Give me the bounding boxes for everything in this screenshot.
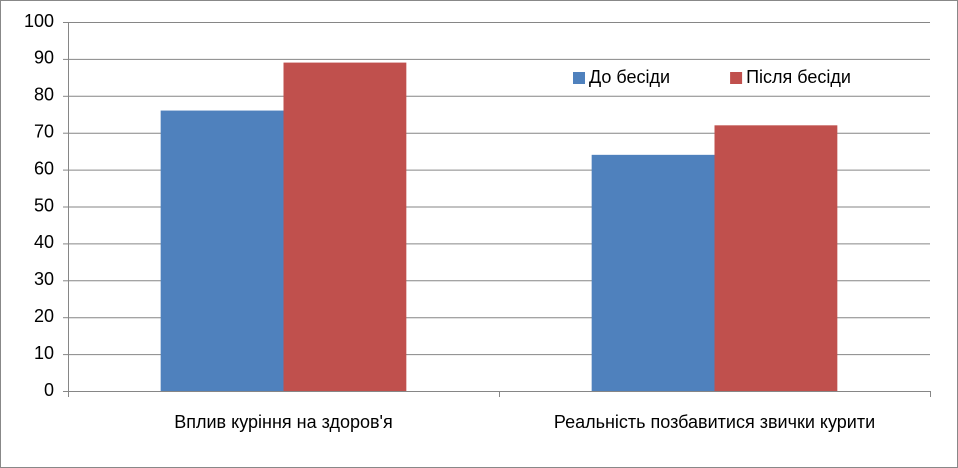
y-tick-label: 60: [34, 158, 54, 178]
y-tick-label: 10: [34, 343, 54, 363]
legend-swatch: [730, 72, 743, 84]
y-tick-label: 80: [34, 85, 54, 105]
bar: [160, 110, 284, 391]
y-tick-label: 100: [24, 11, 54, 31]
y-tick-label: 30: [34, 269, 54, 289]
bar: [714, 125, 838, 391]
y-tick-label: 70: [34, 121, 54, 141]
legend-swatch: [573, 72, 585, 84]
y-tick-label: 50: [34, 195, 54, 215]
bar: [591, 154, 715, 391]
y-tick-label: 40: [34, 232, 54, 252]
x-tick-label: Вплив куріння на здоров'я: [174, 412, 392, 432]
y-tick-label: 90: [34, 48, 54, 68]
bar: [283, 62, 407, 392]
legend-label: Після бесіди: [746, 67, 851, 87]
x-tick-label: Реальність позбавитися звички курити: [554, 412, 875, 432]
legend-label: До бесіди: [589, 67, 670, 87]
y-tick-label: 0: [44, 380, 54, 400]
y-tick-label: 20: [34, 306, 54, 326]
